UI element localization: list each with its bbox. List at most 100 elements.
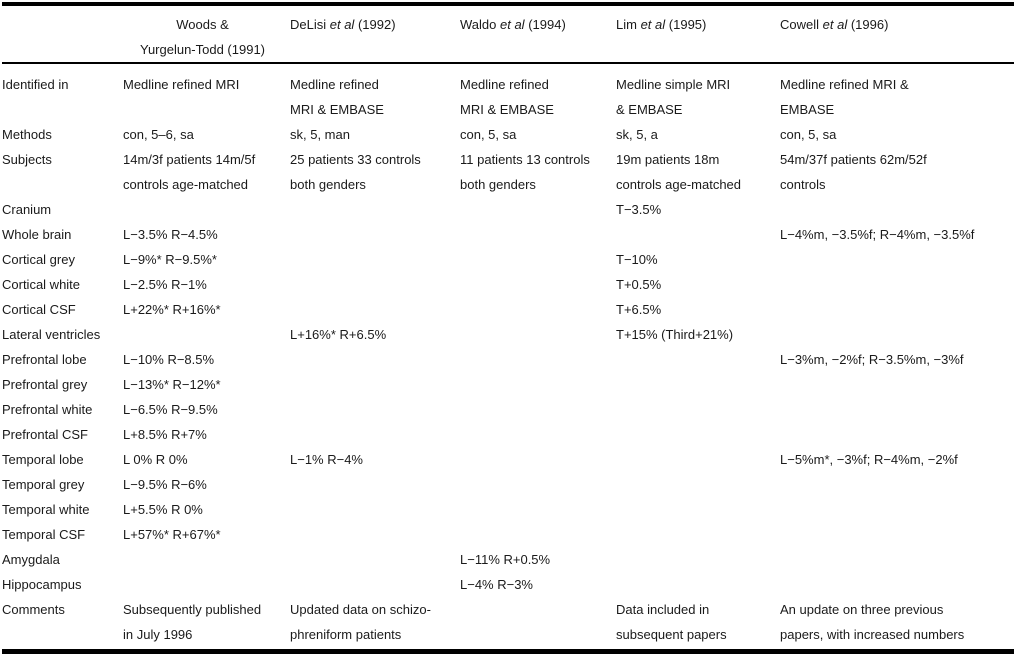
- row-label: Temporal white: [2, 502, 90, 517]
- data-cell: con, 5, sa: [780, 127, 837, 142]
- data-cell: [780, 197, 1014, 222]
- data-cell: L−9%* R−9.5%*: [123, 252, 217, 267]
- etal-text: et al: [500, 17, 525, 32]
- data-cell: [460, 272, 616, 297]
- table-row: Temporal CSF L+57%* R+67%*: [2, 522, 1014, 547]
- author-name: Cowell: [780, 17, 820, 32]
- data-cell: [460, 472, 616, 497]
- row-label: Prefrontal white: [2, 402, 93, 417]
- data-cell: [780, 422, 1014, 447]
- data-cell: [123, 322, 290, 347]
- year-text: (1996): [850, 17, 889, 32]
- data-cell: L−13%* R−12%*: [123, 377, 221, 392]
- row-label: Temporal lobe: [2, 452, 84, 467]
- row-label: Cranium: [2, 202, 52, 217]
- data-cell: 54m/37f patients 62m/52f controls: [780, 152, 927, 192]
- data-cell: L−3%m, −2%f; R−3.5%m, −3%f: [780, 352, 964, 367]
- data-cell: [780, 322, 1014, 347]
- col-header-waldo: Waldo et al (1994): [460, 4, 616, 64]
- data-cell: [616, 372, 780, 397]
- table-row: Subjects 14m/3f patients 14m/5f controls …: [2, 147, 1014, 197]
- table-row: Temporal grey L−9.5% R−6%: [2, 472, 1014, 497]
- year-text: (1995): [668, 17, 707, 32]
- data-cell: L+57%* R+67%*: [123, 527, 221, 542]
- row-label: Prefrontal grey: [2, 377, 88, 392]
- data-cell: [290, 522, 460, 547]
- row-label: Whole brain: [2, 227, 72, 242]
- row-label: Cortical grey: [2, 252, 75, 267]
- data-cell: [123, 572, 290, 597]
- table-row: Lateral ventricles L+16%* R+6.5% T+15% (Th…: [2, 322, 1014, 347]
- data-cell: [290, 572, 460, 597]
- data-cell: [460, 447, 616, 472]
- data-cell: [460, 422, 616, 447]
- data-cell: [290, 347, 460, 372]
- data-cell: [290, 372, 460, 397]
- author-name: DeLisi: [290, 17, 327, 32]
- data-cell: [460, 597, 616, 652]
- data-cell: [780, 522, 1014, 547]
- data-cell: [780, 272, 1014, 297]
- data-cell: 14m/3f patients 14m/5f controls age-matc…: [123, 152, 256, 192]
- row-label: Lateral ventricles: [2, 327, 101, 342]
- data-cell: [290, 472, 460, 497]
- data-cell: 19m patients 18m controls age-matched: [616, 152, 742, 192]
- row-label: Subjects: [2, 152, 52, 167]
- data-cell: T+15% (Third+21%): [616, 327, 734, 342]
- table-row: Whole brain L−3.5% R−4.5% L−4%m, −3.5%f; R…: [2, 222, 1014, 247]
- data-cell: con, 5–6, sa: [123, 127, 194, 142]
- data-cell: An update on three previous papers, with…: [780, 602, 965, 642]
- data-cell: Medline simple MRI & EMBASE: [616, 77, 731, 117]
- data-cell: [616, 472, 780, 497]
- data-cell: 11 patients 13 controls both genders: [460, 152, 590, 192]
- data-cell: [780, 247, 1014, 272]
- data-cell: L−9.5% R−6%: [123, 477, 207, 492]
- data-cell: L−10% R−8.5%: [123, 352, 215, 367]
- row-label: Hippocampus: [2, 577, 82, 592]
- header-row: Woods & Yurgelun-Todd (1991) DeLisi et a…: [2, 4, 1014, 64]
- data-cell: T+6.5%: [616, 302, 662, 317]
- data-cell: [616, 422, 780, 447]
- data-cell: 25 patients 33 controls both genders: [290, 152, 421, 192]
- data-cell: [780, 472, 1014, 497]
- data-cell: L−4%m, −3.5%f; R−4%m, −3.5%f: [780, 227, 975, 242]
- data-cell: [780, 397, 1014, 422]
- data-cell: Subsequently published in July 1996: [123, 602, 262, 642]
- data-cell: [460, 347, 616, 372]
- data-cell: [616, 547, 780, 572]
- data-cell: [290, 397, 460, 422]
- table-row: Prefrontal white L−6.5% R−9.5%: [2, 397, 1014, 422]
- data-cell: [460, 247, 616, 272]
- data-cell: [616, 222, 780, 247]
- table-row: Cortical grey L−9%* R−9.5%* T−10%: [2, 247, 1014, 272]
- data-cell: [123, 197, 290, 222]
- data-cell: L+22%* R+16%*: [123, 302, 221, 317]
- data-cell: L−1% R−4%: [290, 452, 363, 467]
- data-cell: [460, 197, 616, 222]
- row-label: Temporal grey: [2, 477, 85, 492]
- data-cell: [616, 522, 780, 547]
- etal-text: et al: [640, 17, 666, 32]
- data-cell: [290, 247, 460, 272]
- table-row: Methods con, 5–6, sa sk, 5, man con, 5, sa s…: [2, 122, 1014, 147]
- table-row: Temporal white L+5.5% R 0%: [2, 497, 1014, 522]
- data-cell: [780, 572, 1014, 597]
- row-label: Comments: [2, 602, 65, 617]
- table-body: Identified in Medline refined MRI Medline …: [2, 63, 1014, 652]
- data-cell: [290, 422, 460, 447]
- data-cell: L−6.5% R−9.5%: [123, 402, 218, 417]
- data-cell: T−3.5%: [616, 202, 662, 217]
- data-cell: [616, 397, 780, 422]
- data-cell: Medline refined MRI & EMBASE: [780, 77, 909, 117]
- data-cell: Data included in subsequent papers: [616, 602, 727, 642]
- table-row: Prefrontal grey L−13%* R−12%*: [2, 372, 1014, 397]
- row-label: Identified in: [2, 77, 69, 92]
- data-cell: [616, 572, 780, 597]
- data-cell: [616, 347, 780, 372]
- data-cell: [460, 372, 616, 397]
- col-header-delisi: DeLisi et al (1992): [290, 4, 460, 64]
- data-cell: T−10%: [616, 252, 658, 267]
- col-header-cowell: Cowell et al (1996): [780, 4, 1014, 64]
